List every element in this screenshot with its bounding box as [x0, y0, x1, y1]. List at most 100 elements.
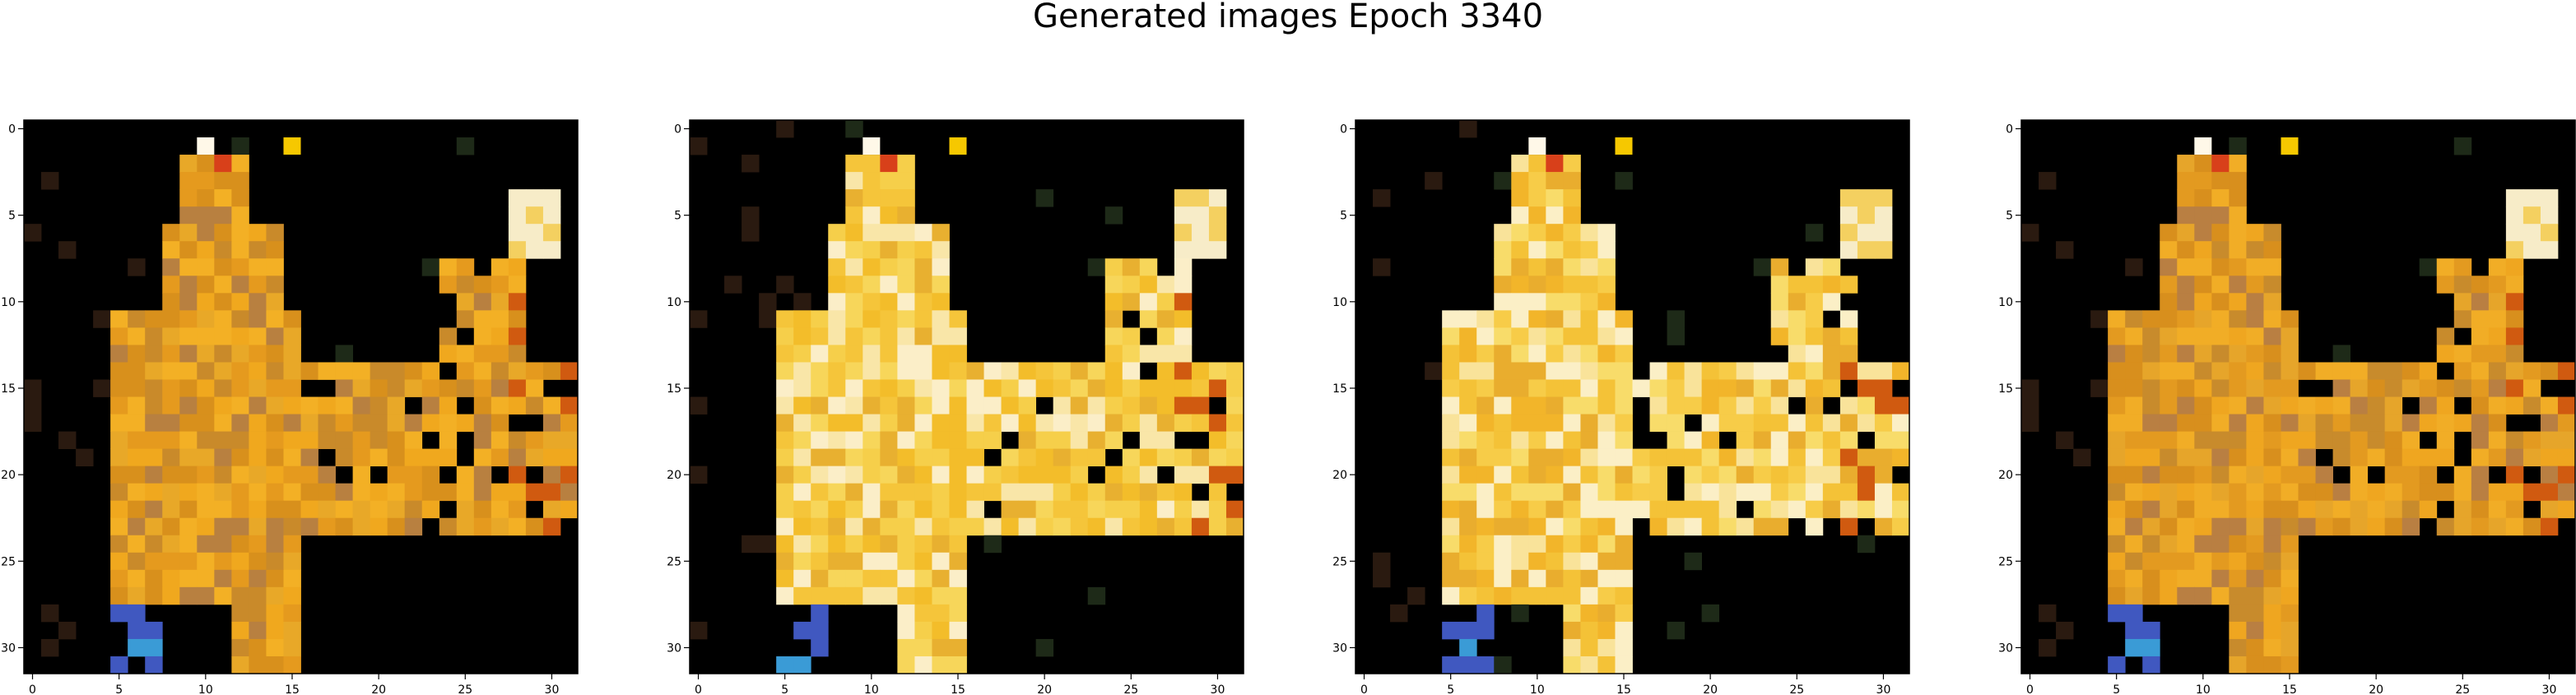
- pixel: [845, 293, 863, 311]
- pixel: [231, 189, 249, 207]
- pixel: [1857, 448, 1876, 467]
- pixel: [197, 155, 215, 173]
- pixel: [1494, 258, 1512, 276]
- pixel: [2108, 586, 2126, 605]
- pixel: [1770, 362, 1789, 380]
- pixel: [2211, 206, 2230, 225]
- pixel: [231, 500, 249, 519]
- pixel: [2281, 345, 2299, 363]
- pixel: [845, 345, 863, 363]
- pixel: [1632, 379, 1650, 397]
- pixel: [1857, 414, 1876, 432]
- pixel: [897, 535, 915, 554]
- pixel: [145, 552, 163, 571]
- pixel: [283, 448, 301, 467]
- pixel: [2177, 500, 2195, 519]
- pixel: [2177, 517, 2195, 536]
- pixel: [2160, 448, 2178, 467]
- pixel: [2505, 500, 2524, 519]
- pixel: [897, 310, 915, 328]
- pixel: [1442, 431, 1460, 449]
- pixel: [2229, 552, 2247, 571]
- pixel: [2194, 500, 2212, 519]
- pixel: [41, 172, 59, 190]
- pixel: [914, 535, 932, 554]
- pixel: [231, 621, 249, 640]
- pixel: [2246, 483, 2264, 502]
- pixel: [2505, 345, 2524, 363]
- pixel: [249, 483, 267, 502]
- pixel: [1053, 379, 1072, 397]
- pixel: [2350, 466, 2369, 484]
- pixel: [2523, 379, 2541, 397]
- pixel: [1528, 172, 1546, 190]
- pixel: [1087, 258, 1106, 276]
- pixel: [2211, 569, 2230, 588]
- y-tick-label: 25: [667, 555, 681, 568]
- pixel: [249, 224, 267, 242]
- pixel: [1874, 362, 1893, 380]
- pixel: [1615, 172, 1633, 190]
- pixel: [863, 448, 881, 467]
- pixel: [1511, 483, 1529, 502]
- pixel: [214, 345, 232, 363]
- pixel: [776, 362, 794, 380]
- pixel: [214, 535, 232, 554]
- pixel: [2194, 466, 2212, 484]
- pixel: [352, 448, 371, 467]
- pixel: [1156, 448, 1175, 467]
- pixel: [2453, 483, 2472, 502]
- pixel: [2229, 276, 2247, 294]
- pixel: [1018, 362, 1037, 380]
- pixel: [560, 414, 579, 432]
- pixel: [1053, 466, 1072, 484]
- pixel: [110, 362, 128, 380]
- x-tick-label: 15: [951, 683, 965, 695]
- x-tick-label: 5: [1447, 683, 1454, 695]
- pixel: [231, 258, 249, 276]
- pixel: [508, 310, 527, 328]
- pixel: [1053, 483, 1072, 502]
- pixel: [491, 431, 509, 449]
- pixel: [128, 431, 146, 449]
- pixel: [2177, 552, 2195, 571]
- pixel: [1632, 500, 1650, 519]
- pixel: [214, 500, 232, 519]
- pixel: [508, 431, 527, 449]
- pixel: [2211, 172, 2230, 190]
- pixel: [1174, 224, 1193, 242]
- pixel: [845, 586, 863, 605]
- pixel: [1563, 362, 1581, 380]
- pixel: [1563, 172, 1581, 190]
- pixel: [318, 414, 336, 432]
- pixel: [1580, 586, 1598, 605]
- pixel: [179, 310, 198, 328]
- pixel: [897, 586, 915, 605]
- pixel: [1839, 414, 1858, 432]
- pixel: [1805, 293, 1824, 311]
- pixel: [1511, 345, 1529, 363]
- pixel: [1174, 293, 1193, 311]
- pixel: [2488, 276, 2507, 294]
- pixel: [214, 414, 232, 432]
- pixel: [491, 517, 509, 536]
- pixel: [110, 586, 128, 605]
- pixel: [2073, 448, 2091, 467]
- pixel: [1891, 362, 1910, 380]
- pixel: [542, 206, 561, 225]
- pixel: [2229, 327, 2247, 345]
- pixel: [932, 500, 950, 519]
- pixel: [2350, 431, 2369, 449]
- y-tick-label: 0: [2006, 123, 2013, 137]
- pixel: [110, 483, 128, 502]
- pixel: [863, 466, 881, 484]
- y-tick-label: 15: [1, 382, 16, 396]
- pixel: [1857, 379, 1876, 397]
- pixel: [1839, 466, 1858, 484]
- pixel: [266, 431, 284, 449]
- pixel: [1736, 396, 1755, 415]
- pixel: [966, 431, 984, 449]
- pixel: [2090, 310, 2109, 328]
- pixel: [283, 586, 301, 605]
- pixel: [914, 379, 932, 397]
